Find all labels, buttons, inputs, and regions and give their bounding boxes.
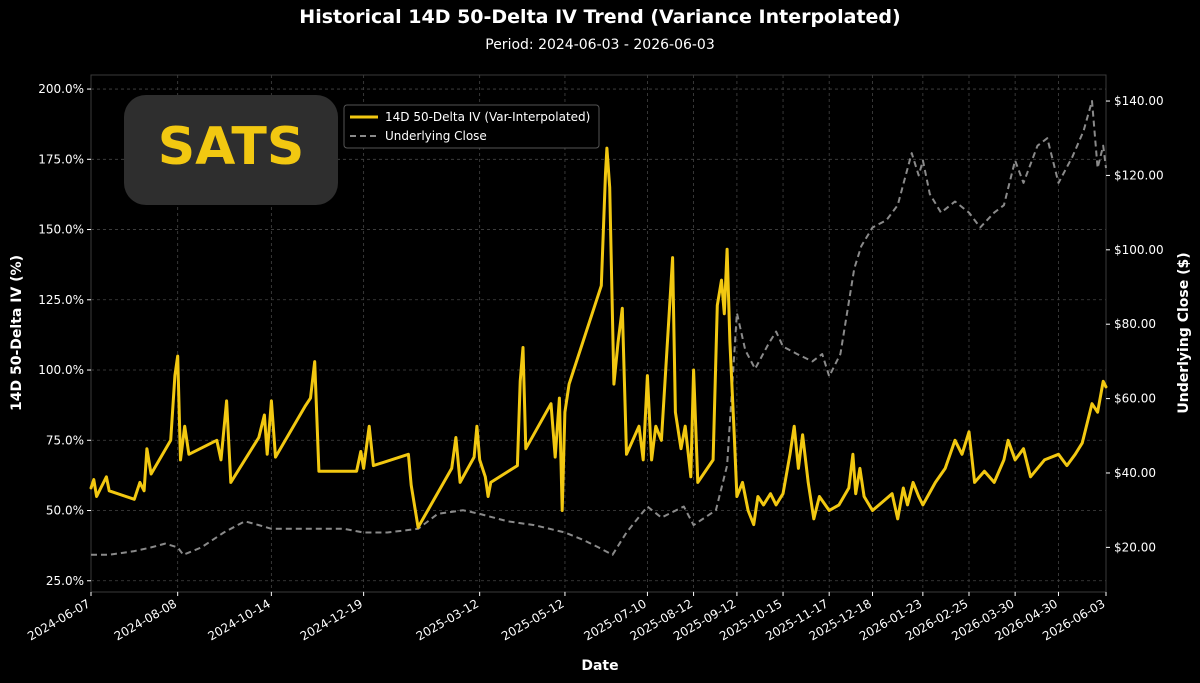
- y-right-tick-label: $20.00: [1114, 540, 1156, 554]
- y-left-tick-label: 150.0%: [38, 223, 84, 237]
- y-left-tick-label: 175.0%: [38, 152, 84, 166]
- chart-title: Historical 14D 50-Delta IV Trend (Varian…: [299, 6, 900, 28]
- y-right-tick-label: $60.00: [1114, 392, 1156, 406]
- series-layer: [89, 100, 1108, 556]
- ticker-badge-background: [124, 95, 338, 205]
- legend-label-iv: 14D 50-Delta IV (Var-Interpolated): [385, 110, 590, 124]
- y-right-tick-label: $100.00: [1114, 243, 1164, 257]
- legend-box: [343, 104, 600, 149]
- plot-frame: [90, 74, 1107, 593]
- legend: 14D 50-Delta IV (Var-Interpolated) Under…: [343, 104, 600, 149]
- y-left-tick-label: 125.0%: [38, 293, 84, 307]
- y-left-tick-label: 25.0%: [46, 574, 84, 588]
- y-right-tick-label: $40.00: [1114, 466, 1156, 480]
- chart-subtitle: Period: 2024-06-03 - 2026-06-03: [485, 37, 715, 53]
- y-right-tick-label: $140.00: [1114, 94, 1164, 108]
- iv-line: [89, 146, 1108, 529]
- y-left-tick-label: 100.0%: [38, 363, 84, 377]
- right-axis: $20.00 $40.00 $60.00 $80.00 $100.00 $120.00 $1…: [1106, 94, 1164, 554]
- left-axis: 25.0% 50.0% 75.0% 100.0% 125.0% 150.0% 175.0% 2…: [38, 82, 91, 588]
- x-axis-label: Date: [581, 658, 618, 674]
- y-axis-left-label: 14D 50-Delta IV (%): [9, 255, 25, 411]
- underlying-close-line: [91, 100, 1107, 556]
- y-left-tick-label: 50.0%: [46, 504, 84, 518]
- y-right-tick-label: $120.00: [1114, 168, 1164, 182]
- legend-label-underlying: Underlying Close: [385, 129, 487, 143]
- ticker-badge-text: SATS: [158, 117, 305, 177]
- y-left-tick-label: 200.0%: [38, 82, 84, 96]
- y-left-tick-label: 75.0%: [46, 433, 84, 447]
- ticker-badge: SATS: [124, 95, 338, 205]
- y-right-tick-label: $80.00: [1114, 317, 1156, 331]
- y-axis-right-label: Underlying Close ($): [1176, 252, 1192, 413]
